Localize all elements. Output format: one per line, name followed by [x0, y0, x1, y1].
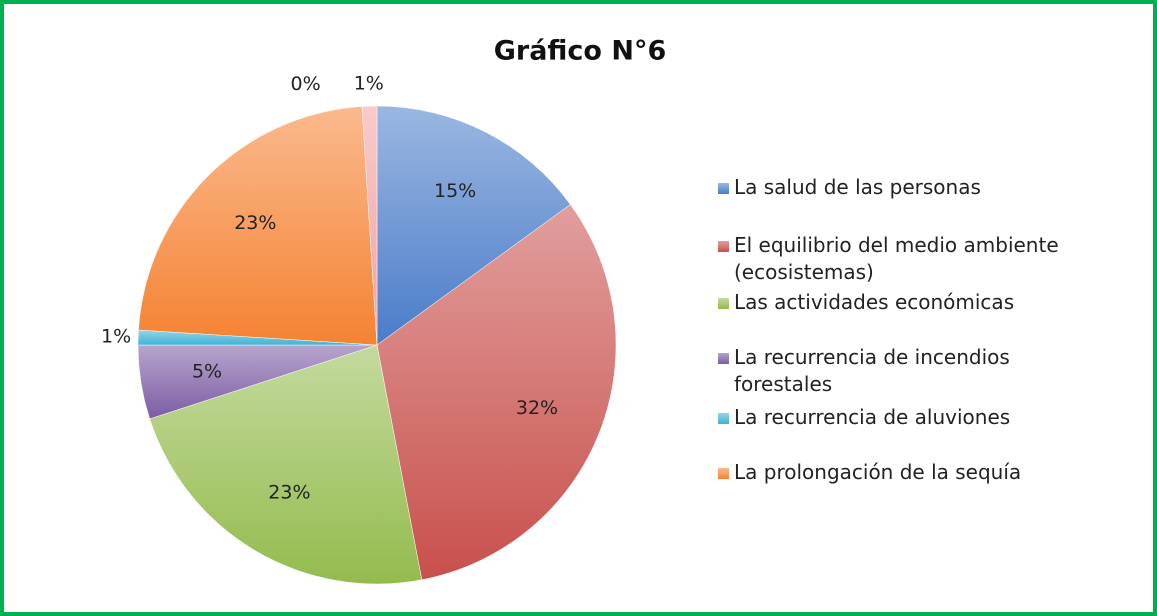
- legend-item: La recurrencia de incendios forestales: [718, 344, 1114, 398]
- legend-swatch: [718, 468, 729, 479]
- data-label: 1%: [101, 325, 131, 347]
- legend-swatch: [718, 183, 729, 194]
- legend-item: La salud de las personas: [718, 174, 1114, 201]
- data-label: 23%: [268, 482, 310, 504]
- chart-title: Gráfico N°6: [494, 36, 667, 67]
- pie-slice: [361, 105, 378, 346]
- pie-slice: [376, 105, 571, 346]
- chart-svg: Gráfico N°6 15% 32% 23% 5% 1% 23% 0% 1%: [101, 36, 667, 585]
- legend-label: La recurrencia de incendios forestales: [734, 345, 1010, 396]
- legend-label: El equilibrio del medio ambiente (ecosis…: [734, 233, 1059, 284]
- legend-item: La recurrencia de aluviones: [718, 404, 1114, 431]
- legend-label: La recurrencia de aluviones: [734, 405, 1011, 429]
- data-label: 1%: [354, 73, 384, 95]
- legend-label: Las actividades económicas: [734, 290, 1015, 314]
- data-label: 15%: [434, 180, 476, 202]
- legend-label: La prolongación de la sequía: [734, 460, 1022, 484]
- legend-swatch: [718, 298, 729, 309]
- data-label: 0%: [291, 73, 321, 95]
- legend-swatch: [718, 241, 729, 252]
- pie-slice: [138, 106, 378, 346]
- data-label: 23%: [234, 212, 276, 234]
- pie-slice: [149, 344, 423, 585]
- legend-item: El equilibrio del medio ambiente (ecosis…: [718, 232, 1114, 286]
- legend-label: La salud de las personas: [734, 175, 981, 199]
- legend-swatch: [718, 413, 729, 424]
- legend-swatch: [718, 353, 729, 364]
- data-label: 32%: [516, 397, 558, 419]
- data-label: 5%: [192, 360, 222, 382]
- pie-slice: [376, 204, 617, 581]
- legend-item: La prolongación de la sequía: [718, 459, 1114, 486]
- legend-item: Las actividades económicas: [718, 289, 1114, 316]
